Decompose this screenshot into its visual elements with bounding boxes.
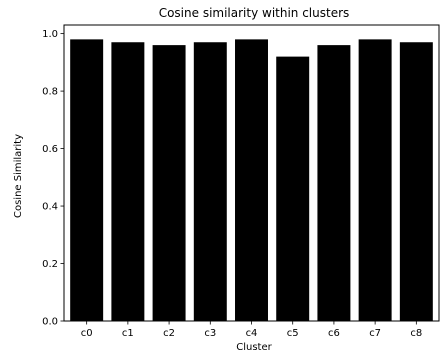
bars-group <box>70 39 433 322</box>
x-ticks-group: c0 c1 c2 c3 c4 c5 c6 c7 c8 <box>81 321 422 339</box>
bar-c8 <box>399 42 433 322</box>
bar-c4 <box>235 39 268 322</box>
y-tick-label-0.4: 0.4 <box>42 202 58 213</box>
bar-c3 <box>193 42 227 322</box>
y-axis-label: Cosine Similarity <box>13 134 24 218</box>
bar-c2 <box>152 45 186 322</box>
x-tick-label-c3: c3 <box>204 328 216 339</box>
chart-title: Cosine similarity within clusters <box>159 6 350 20</box>
y-tick-label-1.0: 1.0 <box>42 29 58 40</box>
x-axis-label: Cluster <box>236 342 272 353</box>
bar-c6 <box>317 45 351 322</box>
plot-frame <box>63 24 440 322</box>
x-tick-label-c2: c2 <box>163 328 175 339</box>
y-tick-label-0.0: 0.0 <box>42 317 58 328</box>
bar-c5 <box>276 56 310 322</box>
bar-c0 <box>70 39 104 322</box>
x-tick-label-c8: c8 <box>410 328 422 339</box>
x-tick-label-c7: c7 <box>369 328 381 339</box>
y-tick-label-0.2: 0.2 <box>42 259 58 270</box>
bar-c7 <box>358 39 392 322</box>
bar-c1 <box>111 42 145 322</box>
x-tick-label-c4: c4 <box>246 328 258 339</box>
x-tick-label-c5: c5 <box>287 328 299 339</box>
y-tick-label-0.8: 0.8 <box>42 87 58 98</box>
x-tick-label-c0: c0 <box>81 328 93 339</box>
x-tick-label-c1: c1 <box>122 328 134 339</box>
y-tick-label-0.6: 0.6 <box>42 144 58 155</box>
x-tick-label-c6: c6 <box>328 328 340 339</box>
y-ticks-group: 0.0 0.2 0.4 0.6 0.8 1.0 <box>42 29 64 328</box>
